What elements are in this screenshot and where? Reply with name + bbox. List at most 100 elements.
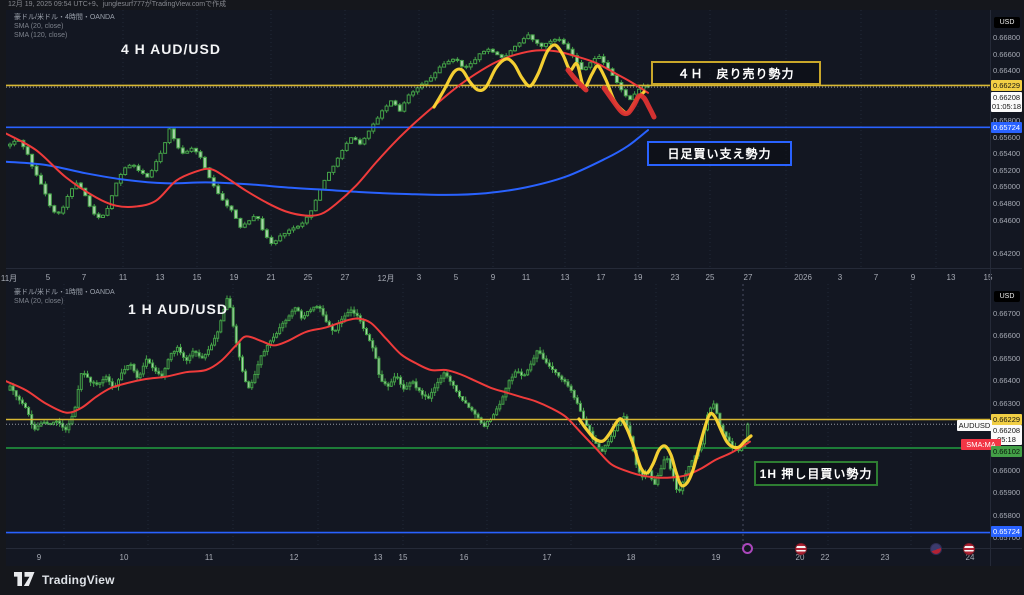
time-tick: 7 (81, 273, 87, 282)
annotation-text: 日足買い支え勢力 (667, 147, 772, 161)
annotation-text: 1H 押し目買い勢力 (759, 467, 873, 481)
price-tick: 0.66700 (993, 309, 1021, 318)
price-tick: 0.65000 (993, 182, 1021, 191)
time-axis-1h[interactable]: 9 10 11 12 13 15 16 17 18 19 20 22 23 24 (6, 548, 1022, 567)
time-tick: 13 (946, 273, 956, 282)
time-tick: 9 (490, 273, 496, 282)
time-tick: 18 (626, 553, 636, 562)
time-tick: 20 (795, 553, 805, 562)
time-tick: 17 (596, 273, 606, 282)
price-chart-1h[interactable] (6, 284, 990, 548)
current-price: 0.66208 (992, 426, 1021, 435)
time-tick: 11 (118, 273, 128, 282)
annotation-daily-buy-support: 日足買い支え勢力 (647, 141, 792, 166)
sma20-legend-1h[interactable]: SMA (20, close) (14, 298, 64, 305)
price-tick: 0.66300 (993, 399, 1021, 408)
hand-drawing (601, 85, 657, 120)
price-tick: 0.66600 (993, 50, 1021, 59)
price-tick: 0.66500 (993, 354, 1021, 363)
currency-button-1h[interactable]: USD (994, 291, 1020, 302)
time-tick: 9 (910, 273, 916, 282)
time-tick: 3 (416, 273, 422, 282)
time-tick: 19 (711, 553, 721, 562)
hand-drawing (577, 411, 753, 488)
time-tick: 13 (373, 553, 383, 562)
symbol-tag-audusd: AUDUSD (957, 420, 992, 431)
event-marker-us-red-circle[interactable] (795, 543, 807, 555)
price-label-blue-1h: 0.65724 (991, 526, 1022, 537)
time-tick: 11 (204, 553, 214, 562)
sma120-legend-4h[interactable]: SMA (120, close) (14, 32, 68, 39)
footer-bar: TradingView (0, 566, 1024, 595)
price-tick: 0.65900 (993, 488, 1021, 497)
time-tick: 7 (873, 273, 879, 282)
bar-countdown: 05:18 (997, 435, 1016, 444)
price-tick: 0.66400 (993, 66, 1021, 75)
time-tick: 12 (289, 553, 299, 562)
price-tick: 0.66000 (993, 466, 1021, 475)
time-tick: 25 (303, 273, 313, 282)
price-tick: 0.66600 (993, 331, 1021, 340)
annotation-1h-dip-buy: 1H 押し目買い勢力 (754, 461, 878, 486)
current-price: 0.66208 (992, 93, 1021, 102)
panel-title-1h: 1 H AUD/USD (128, 301, 228, 317)
time-tick: 15 (398, 553, 408, 562)
price-tick: 0.65200 (993, 166, 1021, 175)
time-tick: 11 (521, 273, 531, 282)
price-axis-column[interactable] (990, 10, 1023, 566)
price-label-yellow-4h: 0.66229 (991, 80, 1022, 91)
price-tick: 0.65800 (993, 511, 1021, 520)
time-tick: 5 (453, 273, 459, 282)
sma-line (6, 49, 649, 217)
tradingview-logo-icon (14, 572, 35, 586)
price-label-yellow-1h: 0.66229 (991, 414, 1022, 425)
time-tick: 25 (705, 273, 715, 282)
price-tick: 0.66800 (993, 33, 1021, 42)
event-marker-blue-red-circle[interactable] (930, 543, 942, 555)
time-tick: 10 (119, 553, 129, 562)
time-tick: 19 (633, 273, 643, 282)
price-chart-4h[interactable] (6, 10, 990, 268)
time-tick: 27 (743, 273, 753, 282)
currency-button-4h[interactable]: USD (994, 17, 1020, 28)
time-tick: 15 (983, 273, 993, 282)
candles (8, 32, 650, 246)
event-marker-purple-circle[interactable] (742, 543, 753, 554)
sma-line (6, 129, 649, 196)
sma-ma-tag: SMA:MA (961, 439, 1001, 450)
time-tick: 23 (880, 553, 890, 562)
panel-title-4h: 4 H AUD/USD (121, 41, 221, 57)
time-tick: 9 (36, 553, 42, 562)
time-tick: 23 (670, 273, 680, 282)
creation-info: 12月 19, 2025 09:54 UTC+9、junglesurf777がT… (8, 1, 227, 8)
price-label-green-1h: 0.66102 (991, 446, 1022, 457)
sma20-legend-4h[interactable]: SMA (20, close) (14, 23, 64, 30)
time-tick: 15 (192, 273, 202, 282)
time-tick: 13 (155, 273, 165, 282)
time-tick: 13 (560, 273, 570, 282)
price-tick: 0.66400 (993, 376, 1021, 385)
time-tick: 5 (45, 273, 51, 282)
time-tick: 24 (965, 553, 975, 562)
time-axis-4h[interactable]: 11月 5 7 11 13 15 19 21 25 27 12月 3 5 9 11 13 17 19 23 25 27 2… (1, 268, 1022, 285)
symbol-legend-1h[interactable]: 豪ドル/米ドル・1時間・OANDA (14, 289, 115, 296)
price-label-blue-4h: 0.65724 (991, 122, 1022, 133)
price-tick: 0.65700 (993, 533, 1021, 542)
sma-line (6, 317, 751, 479)
time-tick: 27 (340, 273, 350, 282)
event-marker-us-red-circle[interactable] (963, 543, 975, 555)
tradingview-logo[interactable]: TradingView (14, 572, 115, 587)
symbol-legend-4h[interactable]: 豪ドル/米ドル・4時間・OANDA (14, 14, 115, 21)
price-tick: 0.64800 (993, 199, 1021, 208)
price-tick: 0.65400 (993, 149, 1021, 158)
chart-container: 豪ドル/米ドル・4時間・OANDA SMA (20, close) SMA (1… (1, 10, 1023, 567)
hand-drawing (565, 67, 589, 93)
time-tick: 12月 (377, 274, 395, 283)
time-tick: 16 (459, 553, 469, 562)
time-tick: 3 (837, 273, 843, 282)
time-tick: 17 (542, 553, 552, 562)
price-tick: 0.65800 (993, 116, 1021, 125)
price-tick: 0.64600 (993, 216, 1021, 225)
tradingview-logo-text: TradingView (42, 572, 115, 587)
